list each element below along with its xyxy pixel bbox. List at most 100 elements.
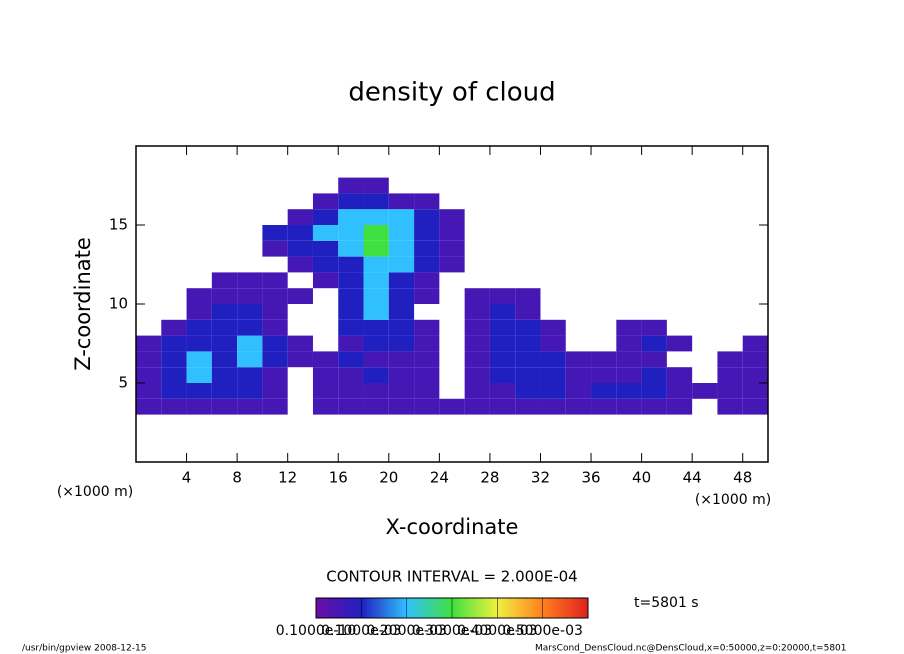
heat-cell: [717, 304, 742, 320]
heat-cell: [540, 319, 566, 336]
heat-cell: [262, 288, 288, 304]
heat-cell: [363, 288, 389, 304]
heat-cell: [414, 398, 440, 415]
heat-cell: [616, 398, 642, 415]
heat-cell: [439, 304, 464, 320]
x-tick-label: 44: [683, 469, 702, 487]
heat-cell: [186, 383, 212, 399]
heat-cell: [338, 193, 364, 210]
heat-cell: [262, 351, 288, 368]
heat-cell: [692, 241, 717, 257]
heat-cell: [616, 272, 641, 288]
heat-cell: [465, 209, 490, 225]
heat-cell: [262, 257, 287, 273]
heat-cell: [515, 398, 541, 415]
heat-cell: [186, 398, 212, 415]
heat-cell: [515, 193, 540, 209]
heat-cell: [540, 225, 565, 241]
heat-cell: [490, 257, 515, 273]
heat-cell: [136, 209, 161, 225]
heat-cell: [565, 398, 592, 415]
heat-cell: [313, 178, 338, 194]
heat-cell: [540, 367, 566, 383]
heat-cell: [566, 193, 591, 209]
heat-cell: [464, 367, 490, 383]
heat-cell: [566, 272, 591, 288]
heat-cell: [161, 351, 187, 368]
x-axis-label: X-coordinate: [386, 515, 519, 539]
heat-cell: [288, 320, 313, 336]
heat-cell: [338, 335, 364, 352]
heat-cell: [641, 398, 667, 415]
heat-cell: [439, 320, 464, 336]
heat-cell: [641, 367, 667, 383]
x-tick-label: 28: [480, 469, 499, 487]
heat-cell: [288, 367, 313, 383]
heat-cell: [187, 241, 212, 257]
heat-cell: [565, 383, 592, 399]
heat-cell: [338, 209, 364, 225]
colorbar-label: 0.5000e-03: [502, 623, 582, 639]
heat-cell: [414, 272, 440, 289]
heat-cell: [666, 335, 693, 352]
heat-cell: [237, 319, 263, 336]
heat-cell: [642, 272, 667, 288]
heat-cell: [186, 288, 212, 304]
heat-cell: [743, 320, 768, 336]
colorbar-label: 0.2000e-03: [366, 623, 446, 639]
heat-cell: [515, 304, 541, 320]
heat-cell: [616, 351, 642, 368]
heat-cell: [363, 335, 389, 352]
x-unit: (×1000 m): [695, 492, 771, 508]
x-tick-label: 12: [278, 469, 297, 487]
heat-cell: [566, 304, 591, 320]
heat-cell: [692, 257, 717, 273]
heat-cell: [591, 225, 616, 241]
heat-cell: [692, 383, 718, 399]
heat-cell: [389, 178, 414, 194]
heat-cell: [414, 288, 440, 304]
heat-cell: [540, 178, 565, 194]
heat-cell: [667, 241, 692, 257]
heat-cell: [136, 383, 162, 399]
heat-cell: [515, 367, 541, 383]
heat-cell: [666, 398, 693, 415]
heat-cell: [388, 272, 415, 289]
heat-cell: [717, 398, 743, 415]
heat-cell: [388, 256, 415, 273]
heat-cell: [211, 383, 238, 399]
time-label: t=5801 s: [634, 595, 699, 611]
heat-cell: [338, 383, 364, 399]
heat-cell: [312, 272, 339, 289]
heat-cell: [591, 272, 616, 288]
heat-cell: [489, 398, 516, 415]
heat-cell: [161, 288, 186, 304]
heat-cell: [515, 209, 540, 225]
heat-cell: [312, 240, 339, 257]
heat-cell: [742, 383, 768, 399]
heat-cell: [237, 225, 262, 241]
heat-cell: [338, 304, 364, 320]
heat-cell: [212, 241, 237, 257]
heat-cell: [641, 351, 667, 368]
heat-cell: [515, 288, 541, 304]
heat-cell: [439, 193, 464, 209]
x-tick-label: 16: [329, 469, 348, 487]
heat-cell: [717, 209, 742, 225]
heat-cell: [414, 225, 440, 241]
heat-cell: [136, 304, 161, 320]
heat-cell: [237, 241, 262, 257]
heat-cell: [262, 225, 288, 241]
heat-cell: [490, 272, 515, 288]
heat-cell: [338, 225, 364, 241]
heat-cell: [338, 256, 364, 273]
heat-cell: [287, 209, 313, 225]
heat-cell: [363, 225, 389, 241]
heat-cell: [515, 351, 541, 368]
heat-cell: [641, 319, 667, 336]
heat-cell: [692, 351, 717, 367]
heat-cell: [692, 320, 717, 336]
heat-cell: [388, 193, 415, 210]
heat-cell: [667, 320, 692, 336]
heat-cell: [591, 367, 617, 383]
